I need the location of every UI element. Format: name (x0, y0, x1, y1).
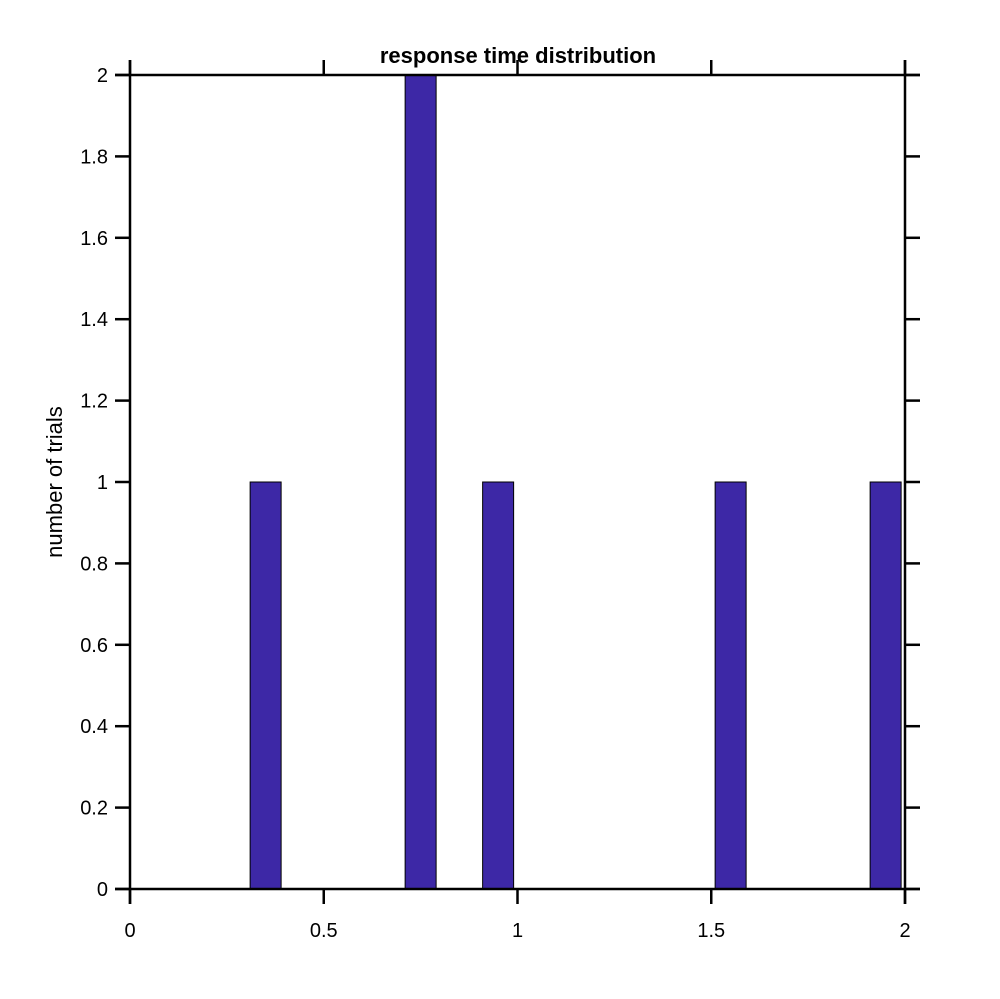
histogram-bar-0 (249, 481, 282, 890)
x-tick-label-0: 0 (124, 920, 135, 942)
y-tick-label-1: 0.2 (80, 798, 108, 820)
x-tick-label-4: 2 (899, 920, 910, 942)
y-tick-label-6: 1.2 (80, 391, 108, 413)
histogram-bar-2 (482, 481, 515, 890)
y-tick-label-5: 1 (97, 472, 108, 494)
y-tick-label-2: 0.4 (80, 716, 108, 738)
histogram-bar-1 (404, 74, 437, 890)
x-tick-label-3: 1.5 (697, 920, 725, 942)
x-tick-label-2: 1 (512, 920, 523, 942)
y-tick-label-10: 2 (97, 65, 108, 87)
y-tick-label-7: 1.4 (80, 309, 108, 331)
ticks-layer: 0 0.2 0.4 0.6 0.8 1 1.2 1.4 1.6 1.8 2 0 0.5 1 1.5 2 (80, 60, 920, 942)
y-tick-label-3: 0.6 (80, 635, 108, 657)
y-tick-label-8: 1.6 (80, 228, 108, 250)
histogram-bar-3 (714, 481, 747, 890)
axes-layer (115, 60, 920, 904)
x-tick-label-1: 0.5 (310, 920, 338, 942)
y-tick-label-9: 1.8 (80, 146, 108, 168)
y-axis-label: number of trials (42, 406, 67, 558)
histogram-bar-4 (869, 481, 902, 890)
y-tick-label-4: 0.8 (80, 553, 108, 575)
bars-layer (249, 74, 902, 890)
y-tick-label-0: 0 (97, 879, 108, 901)
